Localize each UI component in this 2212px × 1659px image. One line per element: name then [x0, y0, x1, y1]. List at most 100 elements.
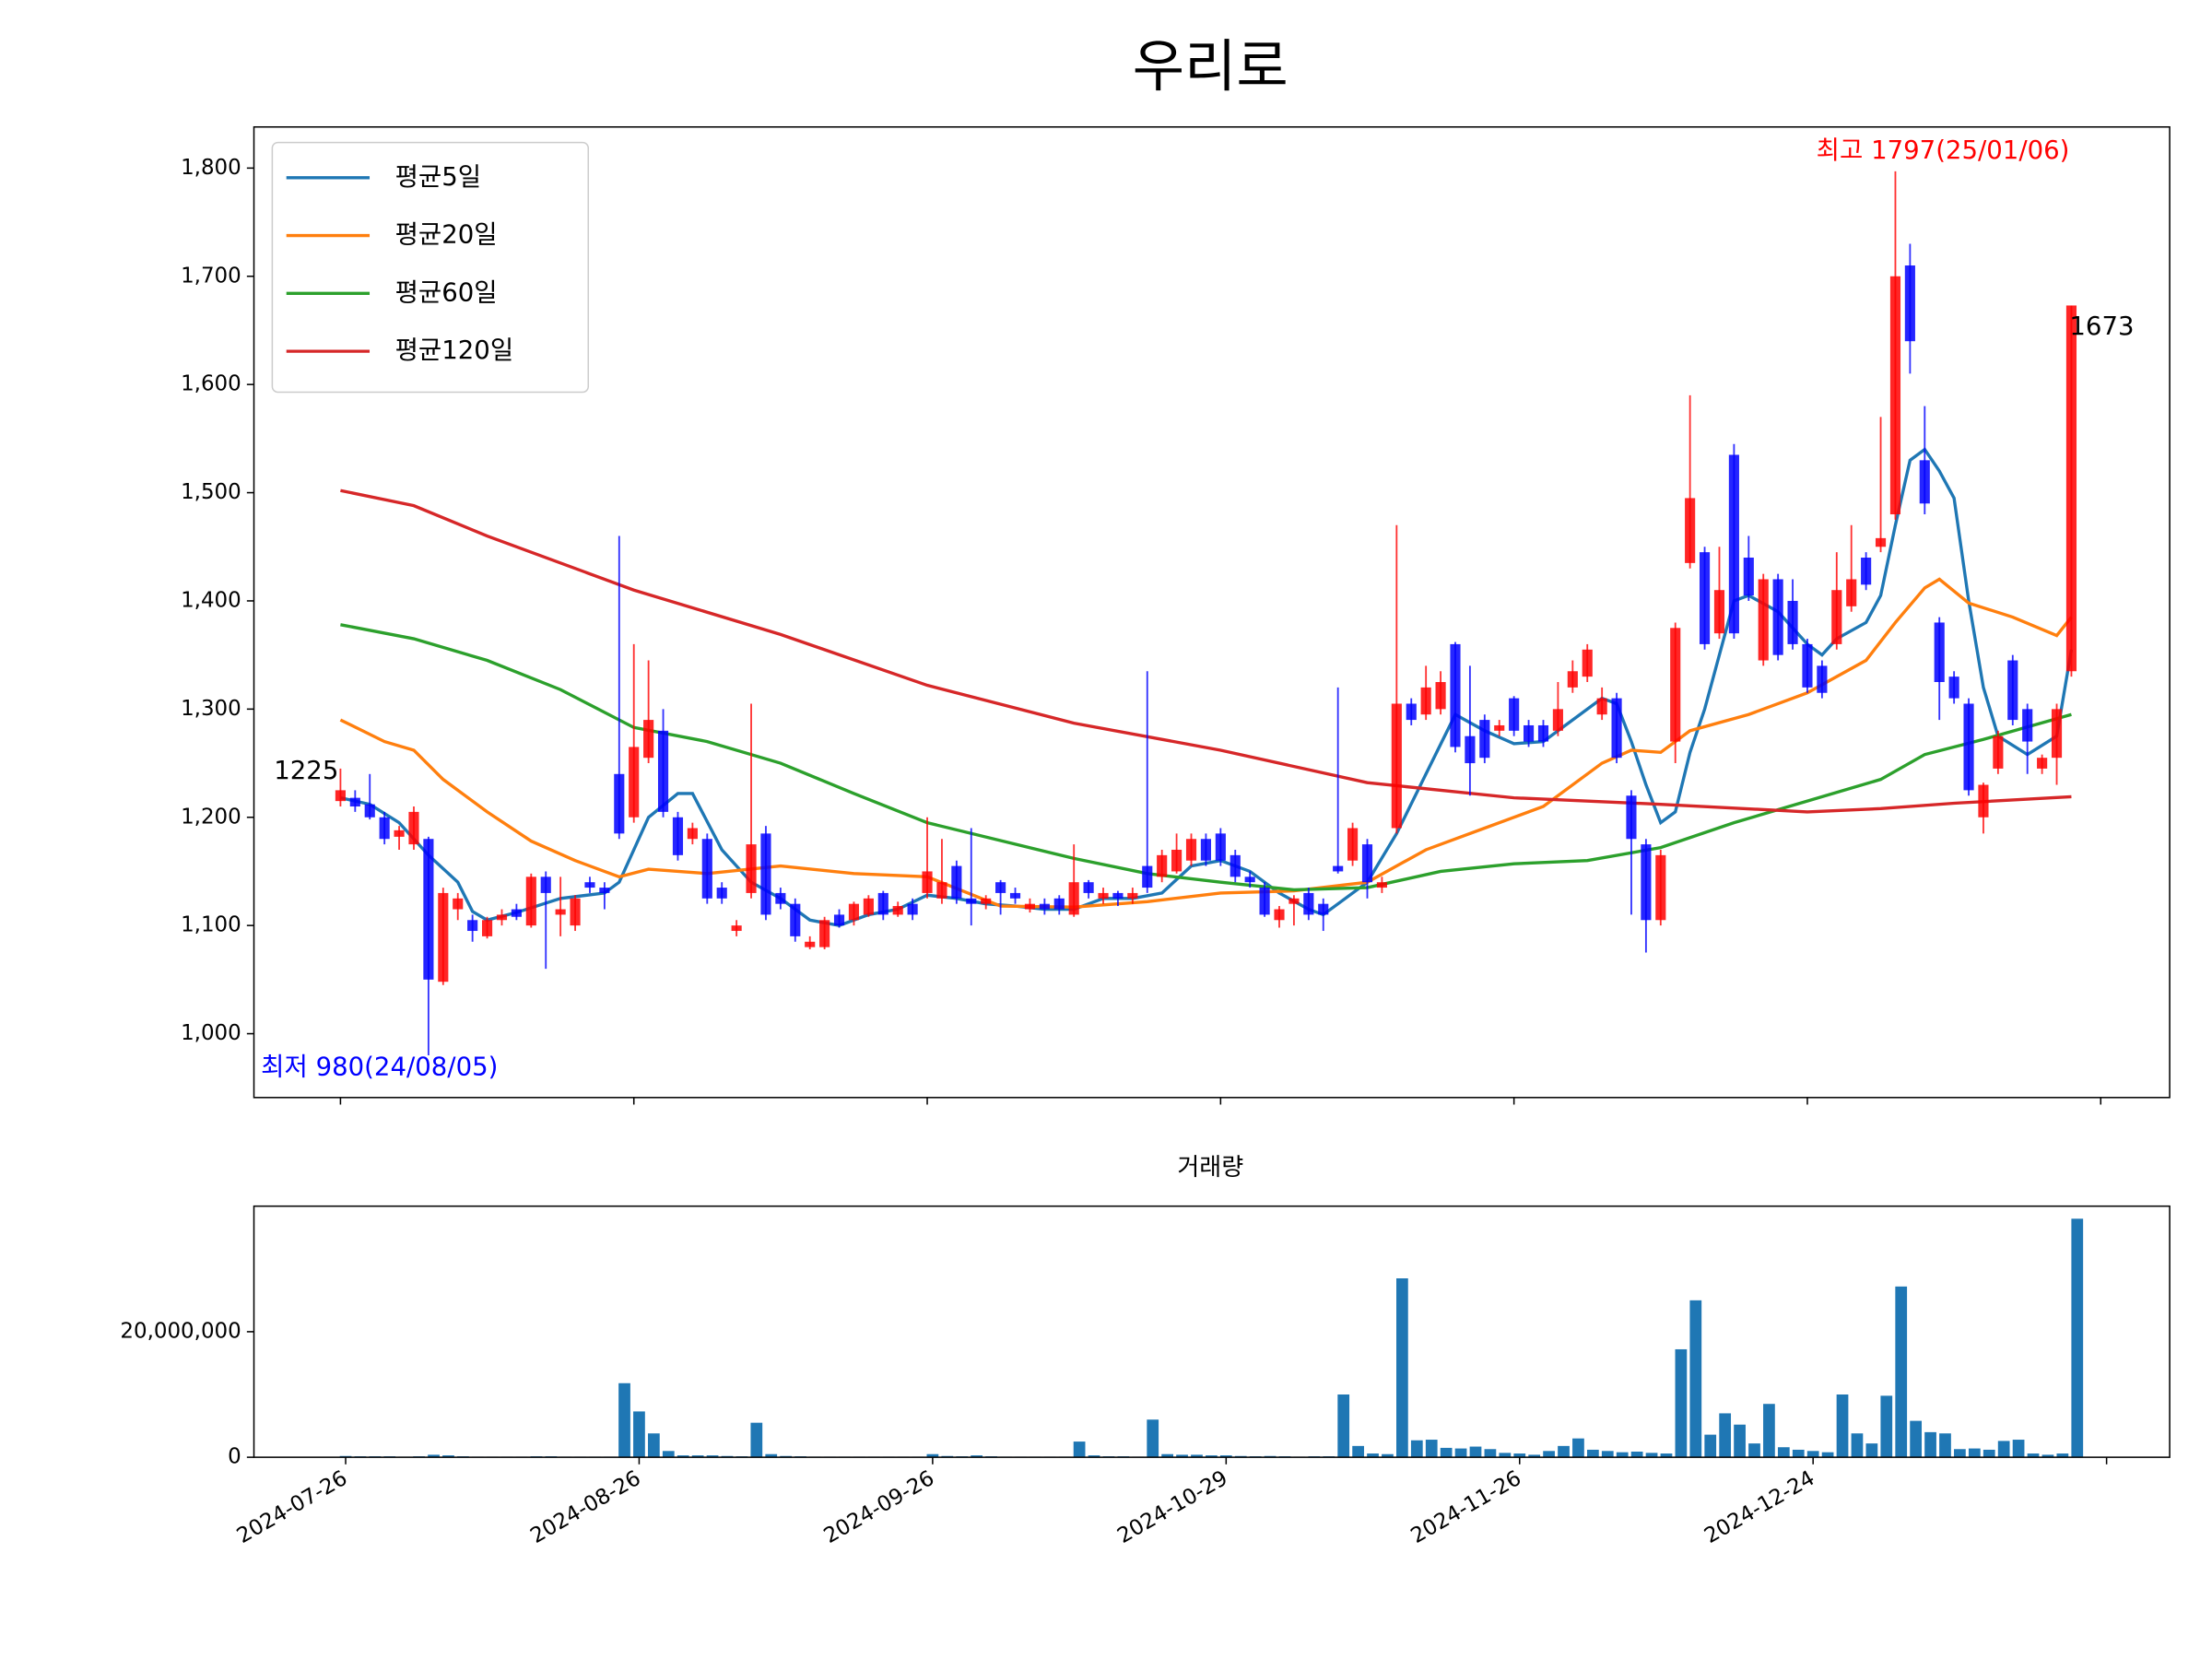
candle-body: [1112, 892, 1124, 899]
candle-body: [1303, 892, 1314, 915]
candle-body: [525, 877, 536, 926]
candle-body: [907, 903, 918, 915]
volume-bar: [1734, 1424, 1746, 1458]
candle-body: [1948, 677, 1959, 699]
candle-body: [1494, 724, 1505, 731]
volume-bar: [1660, 1453, 1673, 1458]
candle-body: [1524, 724, 1535, 742]
y-tick-label: 1,500: [181, 480, 241, 504]
volume-bar: [765, 1453, 778, 1458]
volume-bar: [677, 1455, 689, 1458]
volume-bar: [1337, 1394, 1350, 1458]
candle-body: [1450, 643, 1461, 747]
candle-body: [1934, 622, 1945, 683]
legend-box: [271, 141, 590, 394]
volume-bar: [1367, 1453, 1379, 1458]
candle-body: [335, 790, 346, 802]
candle-body: [848, 903, 860, 921]
candle-body: [1567, 671, 1578, 688]
volume-bar: [1851, 1433, 1864, 1458]
candle-body: [394, 830, 405, 837]
volume-bar: [1865, 1443, 1878, 1458]
candle-body: [1215, 833, 1226, 861]
axes-frame: [253, 1205, 2171, 1458]
volume-bar: [1719, 1413, 1732, 1458]
candle-body: [349, 797, 360, 807]
candle-body: [1053, 898, 1065, 910]
candle-body: [1596, 698, 1607, 715]
candle-body: [1846, 579, 1857, 606]
candle-body: [1142, 865, 1153, 888]
candle-body: [1157, 854, 1168, 877]
volume-bar: [633, 1411, 645, 1458]
candle-body: [951, 865, 962, 899]
volume-bar: [1073, 1441, 1086, 1458]
candle-body: [1758, 579, 1769, 661]
candle-body: [716, 888, 727, 899]
candle-body: [1611, 698, 1622, 759]
volume-bar: [1206, 1455, 1218, 1458]
candle-body: [672, 817, 684, 855]
candle-body: [1479, 720, 1490, 759]
candle-body: [1919, 460, 1930, 504]
volume-title: 거래량: [1177, 1154, 1243, 1182]
volume-bar: [1880, 1395, 1893, 1458]
y-tick-label: 1,700: [181, 264, 241, 288]
volume-bar: [1689, 1300, 1702, 1458]
ma-line: [340, 488, 2072, 814]
volume-bar: [1616, 1452, 1629, 1458]
y-tick-label: 20,000,000: [120, 1319, 241, 1343]
candle-body: [1024, 903, 1036, 910]
candle-body: [599, 888, 610, 893]
candle-body: [1098, 892, 1109, 899]
candle-body: [584, 882, 595, 888]
candle-body: [819, 920, 830, 947]
volume-bar: [662, 1451, 675, 1458]
volume-bar: [1499, 1453, 1512, 1458]
volume-bar: [428, 1454, 440, 1458]
candle-body: [995, 882, 1006, 893]
candle-body: [423, 839, 434, 980]
candle-body: [364, 804, 375, 818]
candle-body: [1831, 590, 1842, 644]
volume-bar: [1777, 1447, 1790, 1458]
volume-bar: [750, 1422, 763, 1458]
candle-body: [892, 906, 903, 915]
candle-body: [1743, 557, 1754, 596]
volume-bar: [1191, 1454, 1203, 1458]
candle-body: [1655, 854, 1666, 921]
candle-body: [790, 903, 801, 936]
candle-body: [570, 898, 581, 926]
candle-body: [540, 877, 551, 893]
volume-bar: [2027, 1453, 2040, 1458]
candle-body: [1509, 698, 1520, 731]
volume-bar: [1645, 1453, 1658, 1458]
candle-body: [1582, 649, 1593, 677]
legend-label: 평균5일: [395, 162, 482, 192]
volume-bar: [2071, 1218, 2084, 1458]
annotation: 1673: [2069, 312, 2134, 341]
candle-body: [1641, 844, 1652, 921]
candle-body: [1347, 828, 1359, 861]
candle-body: [701, 839, 712, 899]
candle-body: [1171, 849, 1182, 872]
axes-frame: [253, 125, 2171, 1099]
candle-body: [936, 882, 947, 899]
candle-body: [1288, 898, 1300, 904]
volume-bar: [1601, 1451, 1614, 1458]
plot-area: [335, 171, 2077, 1056]
volume-bar: [1161, 1453, 1174, 1458]
volume-bar: [1806, 1451, 1819, 1458]
volume-bar: [1821, 1452, 1834, 1458]
candle-body: [1713, 590, 1725, 634]
volume-bar: [1968, 1448, 1981, 1458]
volume-bar: [1630, 1451, 1643, 1458]
candle-body: [1552, 709, 1563, 731]
legend-label: 평균60일: [395, 277, 498, 307]
volume-bar: [1382, 1453, 1394, 1458]
candle-body: [1993, 735, 2004, 769]
volume-bar: [1983, 1449, 1995, 1458]
volume-bar: [1425, 1440, 1438, 1458]
candle-body: [1787, 600, 1798, 644]
candle-body: [1009, 892, 1021, 899]
